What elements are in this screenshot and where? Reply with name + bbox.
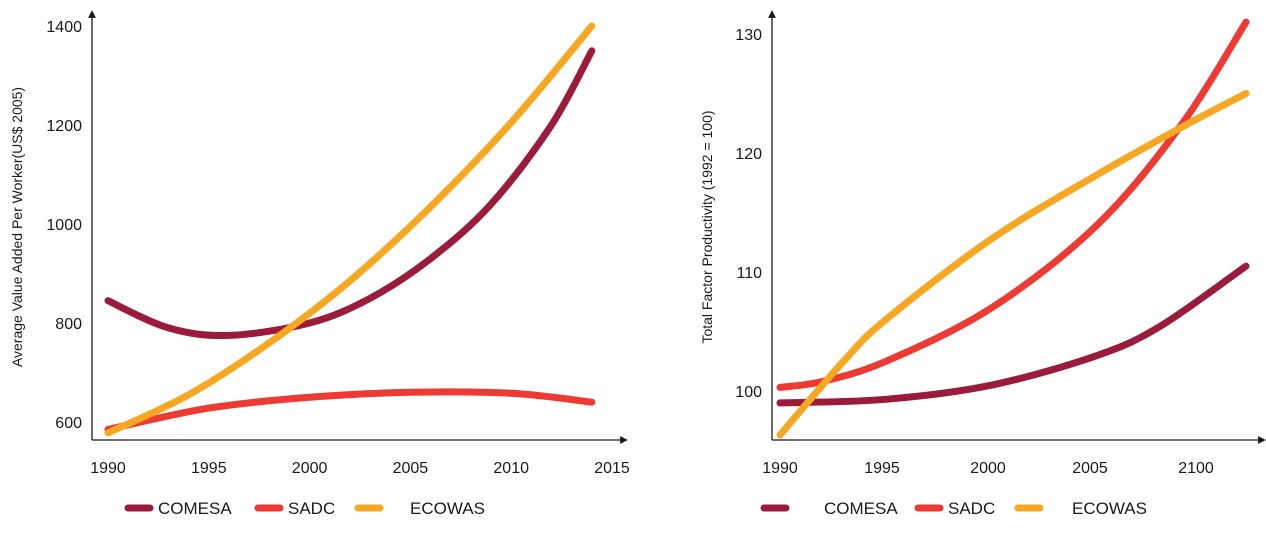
left-x-tick-label: 1995 bbox=[191, 460, 227, 477]
left-y-axis-label: Average Value Added Per Worker(US$ 2005) bbox=[9, 87, 25, 367]
right-x-tick-label: 2100 bbox=[1178, 460, 1214, 477]
right-x-tick-label: 2005 bbox=[1072, 460, 1108, 477]
left-x-tick-label: 2010 bbox=[493, 460, 529, 477]
right-y-tick-label: 110 bbox=[736, 265, 762, 282]
value-added-chart: 600 800 1000 1200 1400 1990 1995 2000 2005 2010 20… bbox=[9, 10, 630, 518]
left-x-tick-label: 2005 bbox=[393, 460, 429, 477]
right-legend-label-ecowas: ECOWAS bbox=[1072, 499, 1147, 518]
right-series-line-sadc bbox=[776, 18, 1250, 391]
left-legend-label-sadc: SADC bbox=[288, 499, 335, 518]
tfp-chart: 100 110 120 130 1990 1995 2000 2005 2100 Total Fa… bbox=[699, 10, 1266, 518]
right-y-tick-label: 100 bbox=[735, 384, 762, 401]
right-series-line-comesa bbox=[776, 262, 1250, 407]
left-y-tick-label: 800 bbox=[55, 316, 82, 333]
left-y-tick-label: 1000 bbox=[46, 217, 82, 234]
right-legend-label-sadc: SADC bbox=[948, 499, 995, 518]
right-y-tick-label: 130 bbox=[735, 27, 762, 44]
right-series-line-ecowas bbox=[776, 90, 1250, 439]
left-y-tick-label: 1400 bbox=[46, 19, 82, 36]
left-y-tick-label: 600 bbox=[55, 415, 82, 432]
left-legend-label-ecowas: ECOWAS bbox=[410, 499, 485, 518]
left-series-line-ecowas bbox=[104, 22, 596, 437]
left-series-line-sadc bbox=[104, 388, 596, 433]
left-x-tick-label: 2000 bbox=[292, 460, 328, 477]
right-y-tick-label: 120 bbox=[735, 146, 762, 163]
left-x-tick-label: 1990 bbox=[90, 460, 126, 477]
right-x-tick-label: 1995 bbox=[864, 460, 900, 477]
left-series-line-comesa bbox=[104, 47, 596, 340]
right-x-tick-label: 2000 bbox=[970, 460, 1006, 477]
left-x-tick-label: 2015 bbox=[594, 460, 630, 477]
right-legend-label-comesa: COMESA bbox=[824, 499, 898, 518]
right-x-tick-label: 1990 bbox=[762, 460, 798, 477]
left-y-tick-label: 1200 bbox=[46, 118, 82, 135]
right-y-axis-label: Total Factor Productivity (1992 = 100) bbox=[699, 110, 715, 343]
left-legend-label-comesa: COMESA bbox=[158, 499, 232, 518]
